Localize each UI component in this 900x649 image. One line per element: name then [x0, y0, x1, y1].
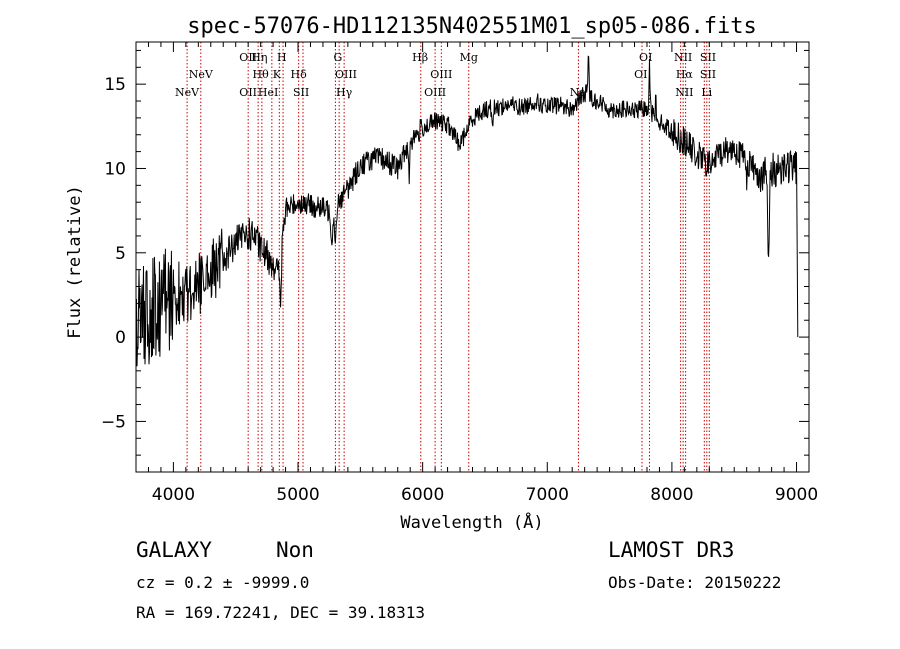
x-tick-label: 7000	[526, 485, 569, 505]
spectral-line-label: Hδ	[291, 68, 308, 81]
x-tick-label: 6000	[401, 485, 444, 505]
spectral-line-label: Hθ	[253, 68, 270, 81]
spectral-line-label: NeV	[189, 68, 214, 81]
spectral-line-label: SII	[700, 51, 716, 64]
spectral-line-label: OII	[239, 51, 257, 64]
survey-name: LAMOST DR3	[608, 538, 735, 562]
spectral-line-label: Mg	[460, 51, 478, 64]
spectral-line-label: SII	[293, 86, 309, 99]
spectral-line-label: SII	[700, 68, 716, 81]
x-tick-label: 9000	[775, 485, 818, 505]
spectral-line-label: OIII	[430, 68, 452, 81]
x-tick-label: 4000	[152, 485, 195, 505]
spectral-line-label: Li	[701, 86, 712, 99]
y-tick-label: 5	[115, 244, 126, 264]
spectral-line-label: OII	[239, 86, 257, 99]
plot-frame	[135, 41, 810, 473]
spectral-line-labels: NeVNeVOIIOIIHηHθHeIKHHδSIIGOIIIHγHβOIIIO…	[175, 51, 716, 99]
spectrum-series	[135, 55, 799, 367]
spectral-line-label: NII	[675, 86, 693, 99]
spectral-line-label: Hβ	[412, 51, 428, 64]
x-tick-label: 8000	[650, 485, 693, 505]
spectral-line-label: HeI	[258, 86, 278, 99]
observation-date: Obs-Date: 20150222	[608, 573, 782, 592]
y-axis-label: Flux (relative)	[65, 185, 85, 339]
spectral-line-label: G	[334, 51, 343, 64]
spectral-line-label: Hγ	[336, 86, 353, 99]
object-class: GALAXY	[136, 538, 212, 562]
chart-title: spec-57076-HD112135N402551M01_sp05-086.f…	[187, 14, 757, 39]
spectral-line-label: K	[273, 68, 282, 81]
y-tick-label: 0	[115, 328, 126, 348]
spectral-line-label: OI	[639, 51, 652, 64]
x-tick-label: 5000	[276, 485, 319, 505]
object-subclass: Non	[276, 538, 314, 562]
y-tick-label: 15	[104, 75, 126, 95]
spectral-line-label: NeV	[175, 86, 200, 99]
spectral-line-label: NII	[674, 51, 692, 64]
coordinates: RA = 169.72241, DEC = 39.18313	[136, 603, 425, 622]
y-tick-label: −5	[101, 412, 126, 432]
spectral-line-label: Hη	[251, 51, 267, 64]
y-tick-label: 10	[104, 159, 126, 179]
spectral-line-label: OIII	[424, 86, 446, 99]
redshift-cz: cz = 0.2 ± -9999.0	[136, 573, 310, 592]
spectral-line-label: H	[277, 51, 287, 64]
spectral-line-label: OI	[634, 68, 647, 81]
y-axis-ticks: −5 0 5 10 15	[101, 49, 809, 456]
spectral-line-label: Hα	[676, 68, 694, 81]
x-axis-label: Wavelength (Å)	[400, 511, 543, 533]
x-axis-ticks: 4000 5000 6000 7000 8000 9000	[147, 42, 818, 505]
spectral-line-label: OIII	[335, 68, 357, 81]
spectral-line-markers	[186, 42, 710, 472]
